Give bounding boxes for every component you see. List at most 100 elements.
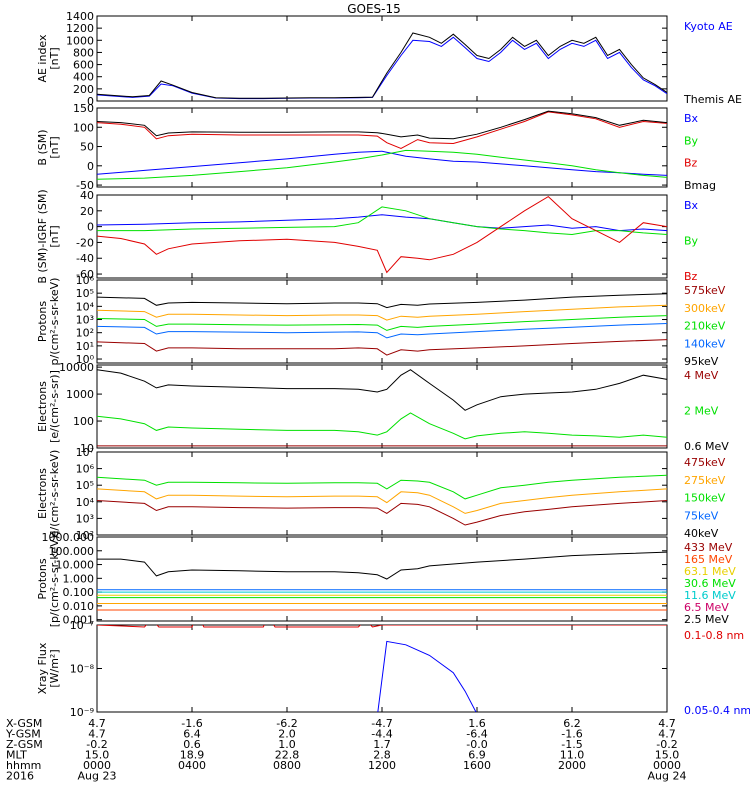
y-tick-label: 10⁴ [76, 300, 95, 313]
x-tick-value: 0000 [653, 759, 681, 772]
y-axis-label: [W/m²] [48, 649, 61, 687]
y-tick-label: 1000 [66, 34, 94, 47]
y-axis-label: Protons [36, 301, 49, 342]
series-group [97, 110, 667, 180]
y-tick-label: -40 [76, 252, 94, 265]
y-tick-label: 0.001 [63, 614, 95, 627]
series-line-electrons_kev-2 [97, 474, 667, 500]
y-tick-label: 10⁻⁸ [70, 663, 95, 676]
panel-electrons_kev: 10² 10³ 10⁴ 10⁵ 10⁶ 10⁷ Electrons e/(cm²-s-sr-k… [36, 446, 726, 542]
y-tick-label: 0 [87, 160, 94, 173]
series-line-xray-0 [97, 625, 667, 628]
y-tick-label: 0 [87, 221, 94, 234]
x-tick-value: -0.0 [466, 738, 487, 751]
x-tick-value: 4.7 [88, 728, 106, 741]
y-tick-label: 1000.000 [42, 531, 95, 544]
legend-label: 75keV [684, 509, 719, 522]
legend-label: 433 MeV [684, 541, 733, 554]
x-tick-value: 2.8 [373, 749, 391, 762]
x-tick-value: -1.6 [561, 728, 582, 741]
y-axis-label: p/(cm²-s-sr-keV) [48, 278, 61, 366]
y-tick-label: 600 [73, 59, 94, 72]
x-row-label: hhmm [6, 759, 41, 772]
y-tick-label: 0.010 [63, 600, 95, 613]
x-tick-value: 1200 [368, 759, 396, 772]
y-tick-label: 100 [73, 415, 94, 428]
y-tick-label: 10⁷ [76, 446, 94, 459]
x-row-label: 2016 [6, 770, 34, 783]
series-line-protons-4 [97, 339, 667, 356]
x-tick-value: 1.0 [278, 738, 296, 751]
y-axis-label: Protons [36, 558, 49, 599]
x-tick-value: 15.0 [655, 749, 680, 762]
panel-frame [96, 536, 668, 622]
y-tick-label: 10² [76, 327, 94, 340]
x-tick-value: 11.0 [560, 749, 585, 762]
x-tick-value: 0.6 [183, 738, 201, 751]
y-tick-label: -60 [76, 268, 94, 281]
series-line-ae-0 [97, 36, 667, 100]
y-tick-label: 10⁵ [76, 479, 94, 492]
y-tick-label: 1400 [66, 10, 94, 23]
x-tick-value: 18.9 [180, 749, 205, 762]
y-axis-label: [nT] [48, 225, 61, 247]
y-axis-label: B (SM) [36, 129, 49, 165]
y-tick-label: 10⁵ [76, 287, 94, 300]
series-group [97, 369, 667, 447]
series-line-electrons_mev-0 [97, 369, 667, 411]
series-line-xray-1 [377, 640, 477, 712]
panel-frame [96, 624, 668, 713]
y-tick-label: 1200 [66, 22, 94, 35]
legend-label: 63.1 MeV [684, 565, 736, 578]
x-tick-value: 0800 [273, 759, 301, 772]
x-tick-value: 4.7 [658, 728, 676, 741]
legend-label: Bmag [684, 179, 716, 192]
y-tick-label: 10⁻⁹ [70, 706, 94, 719]
legend-label: 40keV [684, 527, 719, 540]
legend-label: 6.5 MeV [684, 601, 729, 614]
panel-frame [96, 451, 668, 536]
panel-frame [96, 15, 668, 102]
y-tick-label: 150 [73, 102, 94, 115]
x-row-label: X-GSM [6, 717, 42, 730]
x-tick-value: 6.9 [468, 749, 486, 762]
y-tick-label: 50 [80, 141, 94, 154]
y-axis-label: [nT] [48, 47, 61, 69]
y-tick-label: 10 [80, 442, 94, 455]
x-tick-value: 6.2 [563, 717, 581, 730]
legend-label: Themis AE [683, 93, 742, 106]
legend-label: 0.1-0.8 nm [684, 629, 744, 642]
legend-label: Kyoto AE [684, 20, 733, 33]
series-group [97, 32, 667, 100]
y-tick-label: 1.000 [63, 572, 95, 585]
y-axis-label: B (SM)-IGRF (SM) [36, 189, 49, 283]
series-group [97, 625, 667, 712]
legend-label: 165 MeV [684, 553, 733, 566]
series-line-electrons_mev-1 [97, 412, 667, 440]
x-tick-value: Aug 24 [648, 770, 687, 783]
panel-bsm: -50 0 50 100 150 B (SM) [nT] Bx By Bz Bmag [36, 102, 716, 192]
legend-label: Bx [684, 199, 699, 212]
legend-label: 2 MeV [684, 405, 719, 418]
y-axis-label: Electrons [36, 381, 49, 432]
series-line-protons-1 [97, 304, 667, 321]
series-line-protons-0 [97, 293, 667, 309]
x-tick-value: 0000 [83, 759, 111, 772]
y-axis-label: Electrons [36, 468, 49, 519]
y-axis-label: Xray Flux [36, 642, 49, 694]
y-tick-label: 10⁰ [76, 353, 95, 366]
series-line-electrons_kev-0 [97, 500, 667, 526]
x-tick-value: 15.0 [85, 749, 110, 762]
y-tick-label: 400 [73, 71, 94, 84]
series-line-bigrf-1 [97, 206, 667, 236]
x-tick-value: 1.7 [373, 738, 391, 751]
legend-label: Bz [684, 270, 698, 283]
y-tick-label: -20 [76, 236, 94, 249]
legend-label: 0.05-0.4 nm [684, 704, 750, 717]
y-tick-label: 0.100 [63, 586, 95, 599]
y-tick-label: 100 [73, 121, 94, 134]
legend-label: Bx [684, 112, 699, 125]
legend-label: 150keV [684, 492, 726, 505]
